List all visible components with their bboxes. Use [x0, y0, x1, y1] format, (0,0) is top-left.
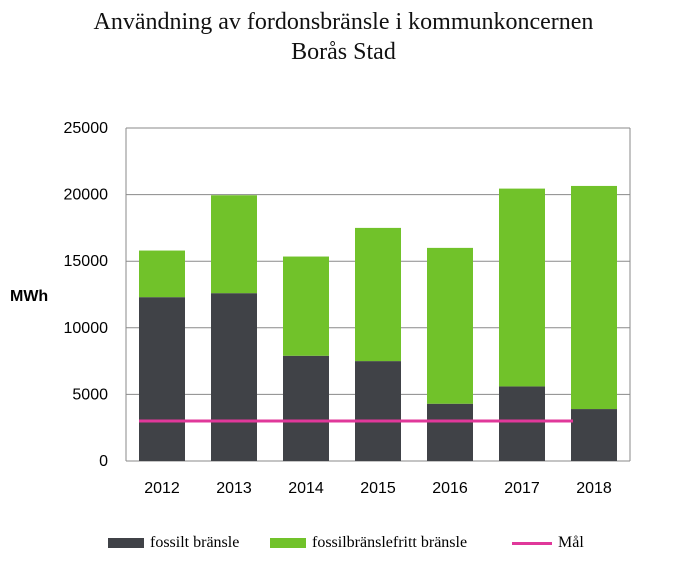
bar-2012-series-1 [139, 250, 185, 298]
legend-item-target: Mål [512, 531, 584, 555]
bar-2014-series-1 [283, 256, 329, 356]
legend-item-fossil: fossilt bränsle [108, 531, 239, 555]
chart-title: Användning av fordonsbränsle i kommunkon… [93, 9, 594, 35]
legend-item-fossil-free: fossilbränslefritt bränsle [270, 531, 467, 555]
bars [139, 185, 617, 461]
y-axis-label: MWh [10, 288, 48, 305]
x-tick-label-2016: 2016 [432, 480, 468, 497]
bar-2018-series-0 [571, 409, 617, 461]
x-tick-label-2017: 2017 [504, 480, 540, 497]
legend-label-fossil: fossilt bränsle [150, 534, 240, 551]
y-tick-label-25000: 25000 [64, 120, 109, 137]
legend-swatch-fossil [108, 538, 144, 548]
bar-2013-series-1 [211, 195, 257, 294]
stacked-bar-chart: 0 5000 10000 15000 20000 25000 2012 2013 2014 201… [10, 120, 631, 497]
legend-swatch-fossil-free [270, 538, 306, 548]
legend: fossilt bränsle fossilbränslefritt bräns… [0, 531, 687, 555]
bar-2014-series-0 [283, 355, 329, 461]
bar-2017-series-1 [499, 188, 545, 387]
x-tick-label-2012: 2012 [144, 480, 180, 497]
bar-2016-series-0 [427, 403, 473, 461]
x-tick-label-2018: 2018 [576, 480, 612, 497]
x-tick-label-2013: 2013 [216, 480, 252, 497]
y-tick-label-5000: 5000 [72, 386, 108, 403]
legend-label-target: Mål [558, 534, 584, 551]
y-tick-label-10000: 10000 [64, 320, 109, 337]
bar-2012-series-0 [139, 297, 185, 461]
y-tick-label-0: 0 [99, 453, 108, 470]
bar-2015-series-0 [355, 361, 401, 461]
axes: 0 5000 10000 15000 20000 25000 2012 2013 2014 201… [64, 120, 612, 497]
bar-2017-series-0 [499, 386, 545, 461]
bar-2015-series-1 [355, 227, 401, 362]
y-tick-label-20000: 20000 [64, 187, 109, 204]
x-tick-label-2015: 2015 [360, 480, 396, 497]
chart-subtitle: Borås Stad [291, 39, 396, 65]
x-tick-label-2014: 2014 [288, 480, 324, 497]
legend-swatch-target [512, 541, 552, 545]
y-tick-label-15000: 15000 [64, 253, 109, 270]
bar-2018-series-1 [571, 185, 617, 410]
bar-2013-series-0 [211, 293, 257, 461]
bar-2016-series-1 [427, 247, 473, 404]
legend-label-fossil-free: fossilbränslefritt bränsle [312, 534, 468, 551]
